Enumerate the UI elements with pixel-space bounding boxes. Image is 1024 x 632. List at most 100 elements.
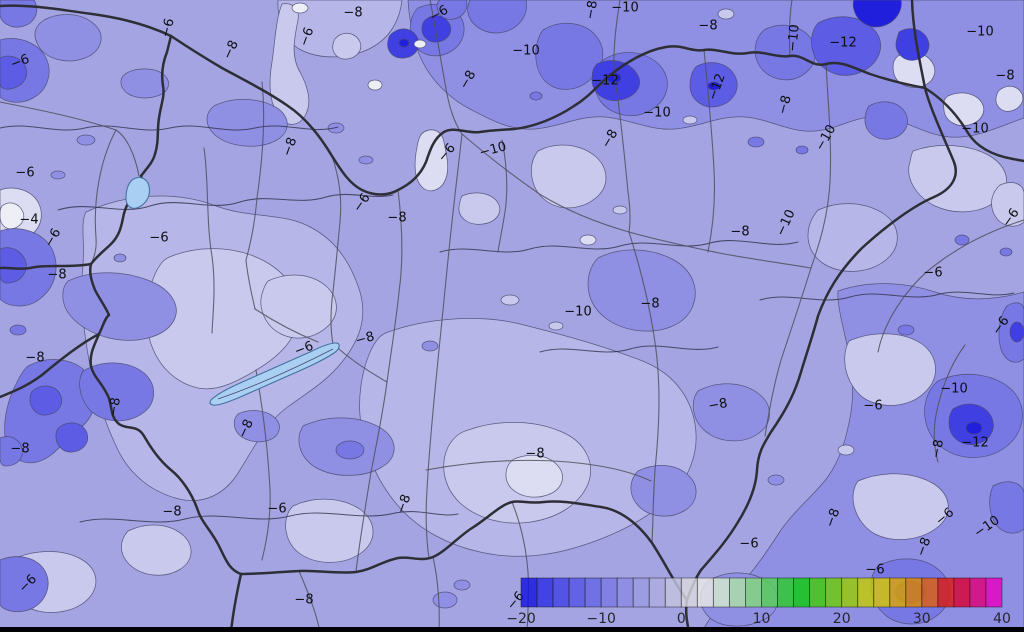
contour-region [837,444,855,456]
contour-region [531,144,607,209]
contour-label: −8 [10,442,29,457]
contour-region [421,340,439,352]
contour-label: −6 [292,339,315,360]
contour-region [50,170,66,180]
contour-label: −12 [591,74,618,89]
contour-region [895,28,930,61]
contour-label: −8 [640,297,659,312]
contour-region [113,253,127,263]
contour-region [864,101,908,140]
colorbar-segment [552,577,570,608]
contour-label: −8 [995,69,1014,84]
contour-line [0,125,339,131]
contour-line [759,291,1015,301]
contour-label: −6 [8,52,31,73]
contour-region [548,321,564,331]
colorbar-segment [793,577,811,608]
contour-region [0,55,28,90]
colorbar-segment [889,577,907,608]
colorbar-segment [921,577,939,608]
admin-border-line [613,71,631,233]
contour-label: −10 [961,122,988,137]
admin-border-line [298,570,321,632]
lake-balaton-contour [217,348,334,400]
admin-border-line [703,49,716,253]
contour-region [29,385,63,416]
lakes [125,177,340,406]
contour-label: −8 [162,505,181,520]
contour-region [0,247,27,284]
contour-label: −8 [914,535,935,558]
contour-label: −8 [707,396,728,414]
contour-region [358,155,374,165]
contour-region [754,24,817,81]
contour-label: −8 [730,225,749,240]
contour-region [453,579,471,591]
contour-region [630,465,697,517]
contour-region [852,0,902,28]
contour-label: −8 [525,447,544,462]
admin-border-line [203,147,215,334]
contour-label: −6 [158,17,177,39]
colorbar: −20 −10 0 10 20 30 40 [506,577,1011,627]
contour-region [989,481,1024,534]
country-border-line [910,0,927,90]
contour-region [612,205,628,215]
admin-border-line [613,0,621,73]
country-border-line [229,572,243,632]
contour-label: −8 [343,6,362,21]
bottom-frame-bar [0,627,1024,632]
colorbar-segment [680,577,698,608]
contour-label: −10 [940,382,967,397]
contour-region [421,15,452,43]
contour-region [535,22,604,90]
colorbar-segment [520,577,538,608]
contour-label: −12 [961,436,988,451]
contour-labels: −6 −6 −8 −6 −8 −6 −8 −8 −10 −8 −10 −12 −10 −10 −12 −8 −1… [8,0,1022,613]
admin-border-line [425,459,652,482]
colorbar-segment [809,577,827,608]
contour-label: −10 [611,1,638,16]
contour-region [500,294,520,306]
contour-region [587,249,696,332]
contour-label: −8 [775,94,794,116]
contour-label: −8 [220,38,242,62]
contour-region [332,32,362,60]
contour-line [79,511,459,523]
contour-label: −6 [297,25,318,48]
contour-label: −8 [394,492,415,515]
admin-border-line [497,139,508,253]
country-border-line [0,4,173,38]
contour-region [897,324,915,336]
admin-border-line [877,219,1024,353]
contour-region [908,145,1007,213]
contour-label: −8 [387,211,406,226]
contour-region [260,274,337,339]
contour-region [991,182,1024,227]
contour-region [398,38,410,48]
contour-line [57,193,394,211]
colorbar-segment [857,577,875,608]
contour-label: −6 [15,166,34,181]
contour-label: −4 [19,213,38,228]
contour-label: −10 [785,24,802,53]
colorbar-tick-label: 0 [677,611,686,627]
contour-region [34,14,102,62]
contour-region [844,333,936,406]
contour-label: −8 [47,268,66,283]
admin-border-line [933,344,966,463]
country-border-line [0,262,93,270]
contour-region [76,134,96,146]
contour-label: −8 [280,135,301,158]
contour-region [954,234,970,246]
contour-region [1009,321,1024,343]
contour-region [943,92,985,127]
contour-region [291,2,309,14]
country-border-line [0,332,101,399]
contour-region [62,272,177,341]
admin-border-line [254,308,319,343]
contour-region [79,362,154,422]
colorbar-segment [937,577,955,608]
